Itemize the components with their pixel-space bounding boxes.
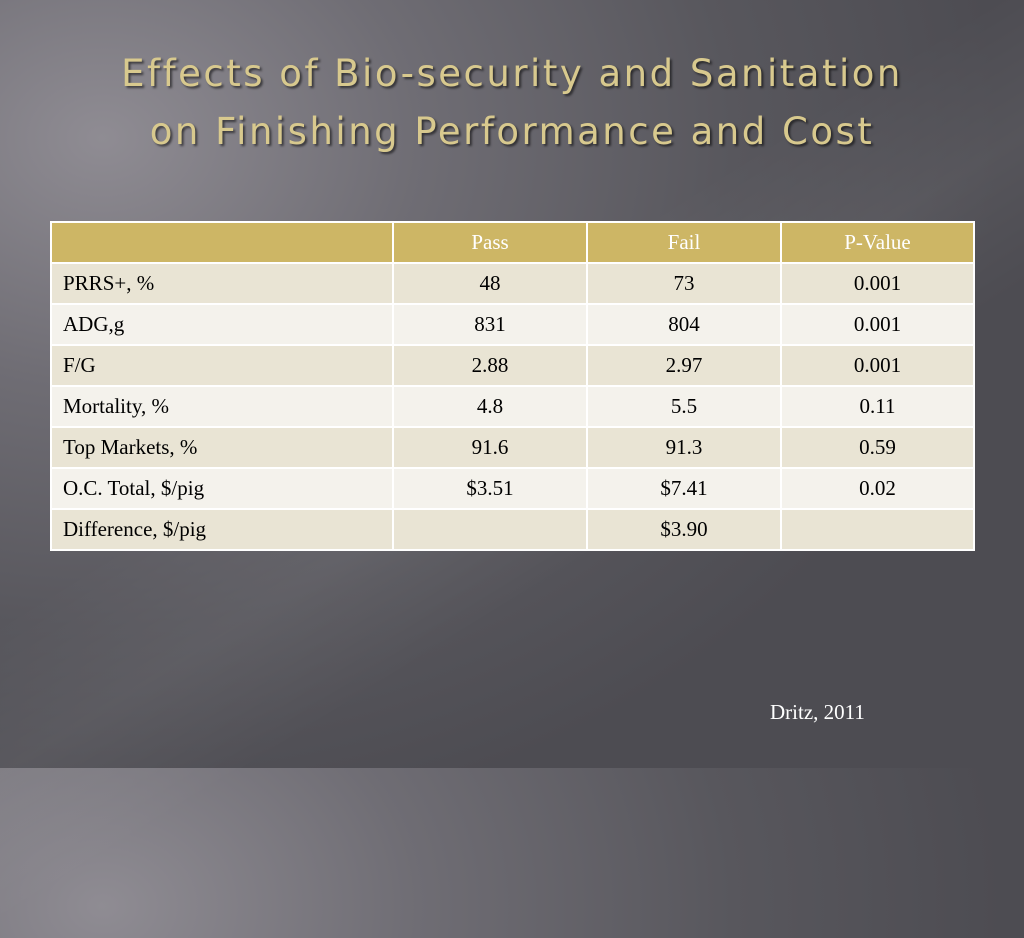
- row-label: ADG,g: [50, 303, 394, 346]
- row-label: PRRS+, %: [50, 262, 394, 305]
- pass-cell: [392, 508, 588, 551]
- pass-cell: 4.8: [392, 385, 588, 428]
- pass-cell: 831: [392, 303, 588, 346]
- header-blank: [50, 221, 394, 264]
- fail-cell: 5.5: [586, 385, 782, 428]
- table-row: ADG,g 831 804 0.001: [50, 303, 975, 346]
- pass-cell: 2.88: [392, 344, 588, 387]
- row-label: F/G: [50, 344, 394, 387]
- p-value-cell: 0.001: [780, 344, 975, 387]
- fail-cell: 73: [586, 262, 782, 305]
- p-value-cell: [780, 508, 975, 551]
- pass-cell: $3.51: [392, 467, 588, 510]
- header-p-value: P-Value: [780, 221, 975, 264]
- table-row: PRRS+, % 48 73 0.001: [50, 262, 975, 305]
- pass-cell: 91.6: [392, 426, 588, 469]
- fail-cell: 91.3: [586, 426, 782, 469]
- p-value-cell: 0.11: [780, 385, 975, 428]
- table-header-row: Pass Fail P-Value: [50, 221, 975, 264]
- row-label: Top Markets, %: [50, 426, 394, 469]
- fail-cell: 2.97: [586, 344, 782, 387]
- table-row: F/G 2.88 2.97 0.001: [50, 344, 975, 387]
- citation: Dritz, 2011: [770, 700, 865, 724]
- title-line-2: on Finishing Performance and Cost: [149, 110, 875, 153]
- row-label: Mortality, %: [50, 385, 394, 428]
- fail-cell: $3.90: [586, 508, 782, 551]
- table-row: Difference, $/pig $3.90: [50, 508, 975, 551]
- header-pass: Pass: [392, 221, 588, 264]
- fail-cell: $7.41: [586, 467, 782, 510]
- p-value-cell: 0.59: [780, 426, 975, 469]
- row-label: Difference, $/pig: [50, 508, 394, 551]
- p-value-cell: 0.001: [780, 303, 975, 346]
- table-row: Top Markets, % 91.6 91.3 0.59: [50, 426, 975, 469]
- p-value-cell: 0.001: [780, 262, 975, 305]
- fail-cell: 804: [586, 303, 782, 346]
- header-fail: Fail: [586, 221, 782, 264]
- p-value-cell: 0.02: [780, 467, 975, 510]
- results-table: Pass Fail P-Value PRRS+, % 48 73 0.001 A…: [50, 221, 975, 551]
- slide-title: Effects of Bio-security and Sanitation o…: [0, 45, 1024, 161]
- table-row: Mortality, % 4.8 5.5 0.11: [50, 385, 975, 428]
- row-label: O.C. Total, $/pig: [50, 467, 394, 510]
- table-row: O.C. Total, $/pig $3.51 $7.41 0.02: [50, 467, 975, 510]
- pass-cell: 48: [392, 262, 588, 305]
- title-line-1: Effects of Bio-security and Sanitation: [121, 52, 903, 95]
